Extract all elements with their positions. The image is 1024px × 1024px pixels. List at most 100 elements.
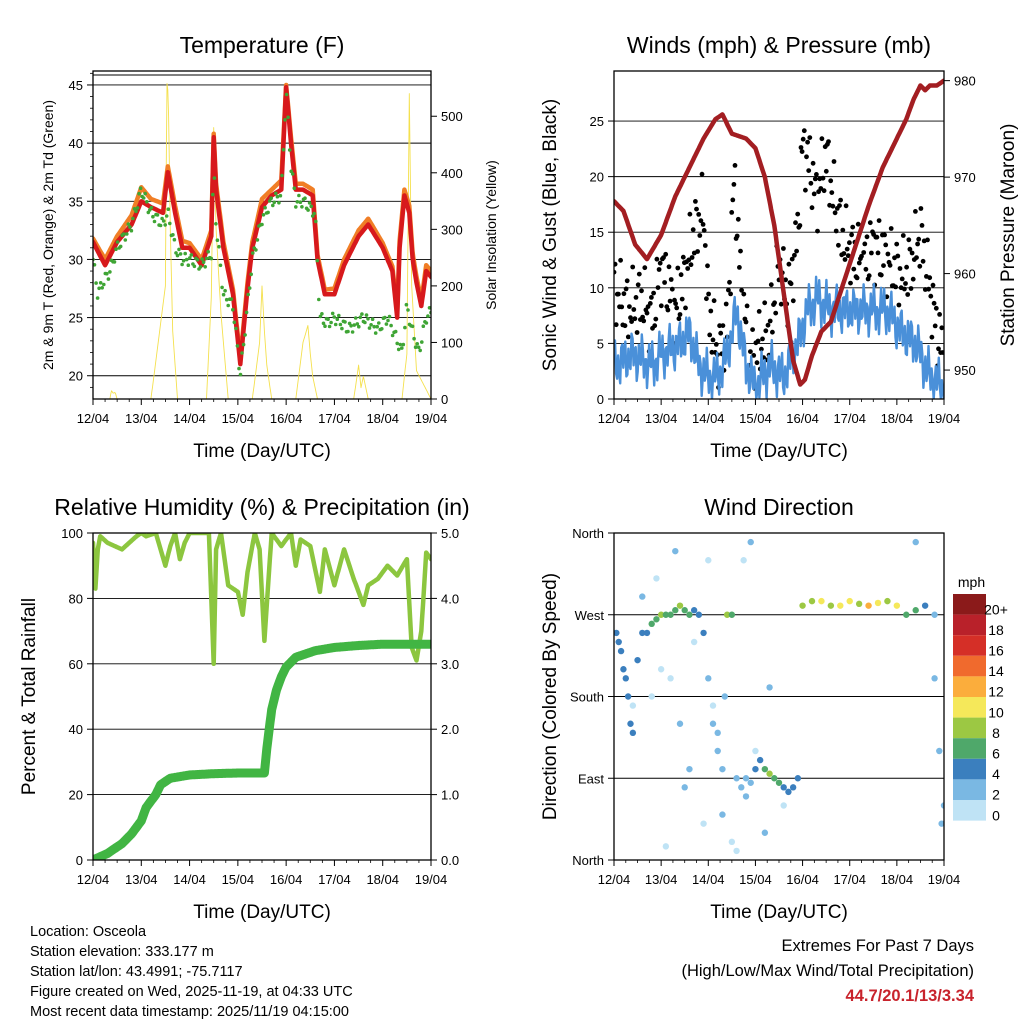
data-point [274,191,278,196]
legend-label: 2 [992,787,1000,803]
data-point [360,312,364,316]
direction-point [690,607,698,614]
direction-point [614,629,620,637]
direction-point [780,784,787,791]
direction-point [733,775,740,782]
direction-point [742,793,750,800]
series-2m-td [93,92,431,377]
direction-point [634,656,641,664]
data-point [406,308,410,312]
data-point [920,258,926,264]
data-point [112,260,117,264]
data-point [255,238,260,242]
direction-point [700,820,707,827]
y2-tick-label: 3.0 [441,657,459,672]
speed-legend: mph 20+ 18 16 14 12 10 8 6 4 2 0 [953,574,1008,823]
data-point [295,200,300,204]
y2-tick-label: 400 [441,166,463,181]
data-point [874,234,880,240]
data-point [705,263,710,269]
y-tick-label: 30 [69,252,83,267]
data-point [814,172,819,177]
data-point [689,255,695,260]
legend-swatch [953,697,986,718]
data-point [781,246,786,251]
data-point [876,218,882,224]
direction-point [672,547,679,555]
data-point [625,334,631,340]
data-point [856,260,862,266]
data-point [212,176,217,180]
data-point [837,203,842,209]
legend-title: mph [958,574,985,590]
data-point [916,236,922,242]
x-tick-label: 13/04 [125,411,158,426]
data-point [735,216,741,222]
data-point [106,277,111,281]
data-point [708,308,714,314]
data-point [226,303,230,308]
direction-point [681,784,688,791]
legend-label: 4 [992,766,1000,782]
direction-point [931,611,938,618]
data-point [794,248,799,254]
series-direction [614,538,944,855]
data-point [869,250,874,256]
data-point [249,272,253,277]
direction-point [780,802,787,809]
data-point [141,196,146,200]
data-point [95,296,100,300]
data-point [174,251,178,255]
data-point [651,290,656,296]
x-tick-label: 13/04 [645,872,678,887]
data-point [887,262,893,268]
direction-point [639,629,646,637]
data-point [755,338,761,344]
direction-point [667,611,674,618]
data-point [690,227,696,233]
data-point [403,325,407,330]
data-point [881,263,886,268]
data-point [224,297,229,302]
direction-point [827,602,835,609]
data-point [151,214,155,219]
plot-area [614,538,944,855]
data-point [713,342,719,347]
y2-tick-label: 200 [441,279,463,294]
data-point [128,225,132,229]
data-point [805,139,810,145]
legend-swatch [953,779,986,800]
data-point [309,204,314,209]
data-point [897,266,903,271]
data-point [284,92,289,97]
data-point [929,334,935,340]
data-point [370,317,375,322]
legend-swatch [953,758,986,780]
data-point [797,223,803,228]
data-point [909,250,915,256]
data-point [627,304,632,309]
data-point [105,271,109,276]
data-point [275,194,280,199]
data-point [767,318,773,324]
data-point [400,346,404,350]
data-point [845,253,851,259]
data-point [663,251,669,257]
x-tick-label: 18/04 [366,411,399,426]
data-point [738,248,743,254]
direction-point [719,811,726,818]
data-point [164,214,169,218]
data-point [323,324,327,329]
data-point [702,243,708,248]
legend-swatch [953,594,986,615]
data-point [398,342,403,347]
direction-point [657,611,665,618]
data-point [899,276,905,282]
data-point [667,298,673,304]
x-tick-label: 12/04 [77,872,110,887]
data-point [283,118,287,122]
data-point [137,191,141,196]
x-tick-label: 15/04 [222,872,255,887]
direction-point [818,597,825,605]
data-point [812,176,818,182]
